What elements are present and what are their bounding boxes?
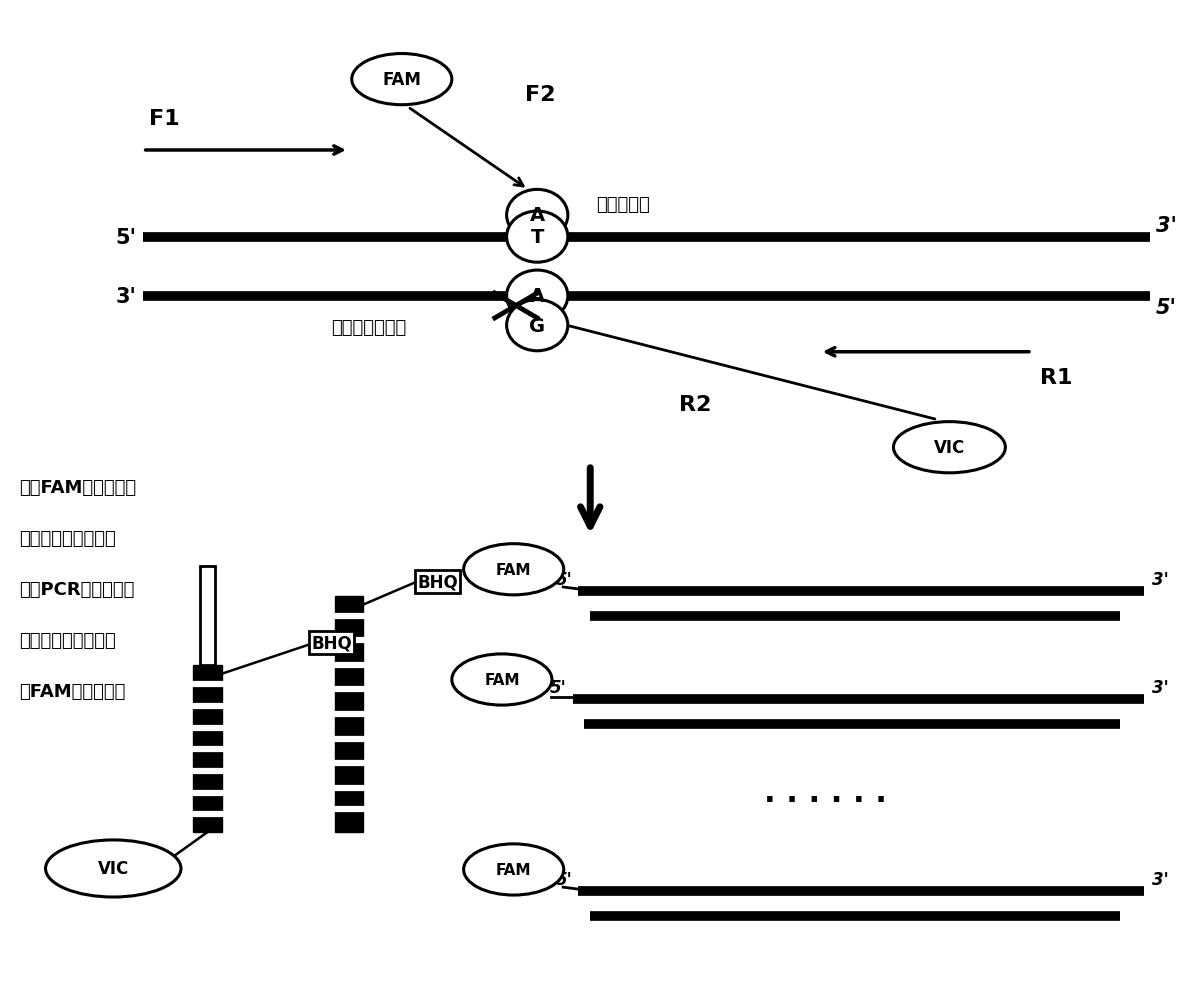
Text: 3': 3'	[1156, 216, 1176, 236]
Ellipse shape	[452, 655, 552, 705]
Text: F2: F2	[525, 85, 556, 105]
Text: R1: R1	[1040, 367, 1073, 387]
Ellipse shape	[464, 544, 564, 596]
Circle shape	[506, 212, 568, 263]
Bar	[335, 597, 363, 832]
Circle shape	[506, 271, 568, 321]
Ellipse shape	[893, 422, 1006, 473]
Text: 3': 3'	[1152, 871, 1169, 888]
Text: ，FAM荧光释放。: ，FAM荧光释放。	[19, 682, 125, 701]
Text: T: T	[530, 228, 544, 246]
Text: FAM: FAM	[382, 71, 421, 89]
Text: FAM: FAM	[496, 562, 531, 577]
Text: FAM: FAM	[496, 862, 531, 878]
Text: 不匹配无法扩增: 不匹配无法扩增	[331, 318, 407, 337]
Text: BHQ: BHQ	[311, 633, 351, 652]
Text: 3': 3'	[1152, 678, 1169, 697]
Text: 含有FAM荧光标记的: 含有FAM荧光标记的	[19, 478, 136, 496]
Text: R2: R2	[679, 394, 711, 414]
Text: VIC: VIC	[98, 860, 129, 878]
Text: 5': 5'	[556, 871, 573, 888]
Ellipse shape	[464, 844, 564, 895]
Text: 3': 3'	[116, 286, 137, 307]
Text: 匹配可扩增: 匹配可扩增	[596, 196, 649, 214]
Text: 5': 5'	[556, 571, 573, 589]
Ellipse shape	[351, 54, 452, 106]
Circle shape	[506, 301, 568, 351]
Text: 特异性引物被消耗，: 特异性引物被消耗，	[19, 529, 116, 547]
Bar	[200, 567, 214, 666]
Ellipse shape	[46, 840, 181, 897]
Bar	[193, 666, 221, 832]
Text: 5': 5'	[116, 228, 137, 247]
Text: VIC: VIC	[933, 439, 965, 457]
Text: 5': 5'	[550, 678, 567, 697]
Text: 形成PCR产物无法与: 形成PCR产物无法与	[19, 581, 135, 599]
Text: G: G	[529, 317, 545, 335]
Text: . . . . . .: . . . . . .	[764, 778, 887, 808]
Text: 3': 3'	[1152, 571, 1169, 589]
Text: 淦灭基团锁核酸配对: 淦灭基团锁核酸配对	[19, 632, 116, 650]
Text: FAM: FAM	[484, 672, 519, 687]
Circle shape	[506, 190, 568, 242]
Text: F1: F1	[149, 109, 179, 129]
Text: A: A	[530, 206, 545, 225]
Text: BHQ: BHQ	[418, 573, 458, 591]
Text: 5': 5'	[1156, 298, 1176, 318]
Text: A: A	[530, 287, 545, 306]
